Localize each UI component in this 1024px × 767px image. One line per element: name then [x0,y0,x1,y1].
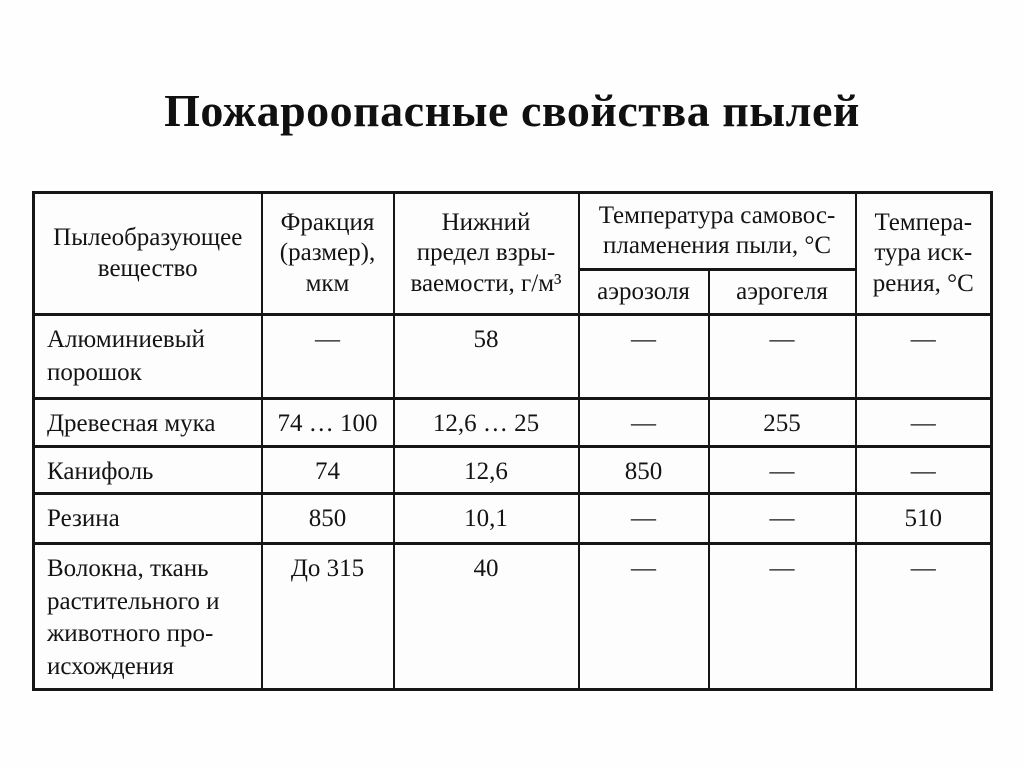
col-header-self-ignition-group: Температура самовос- пламенения пыли, °С [577,191,857,271]
cell-substance: Канифоль [32,444,263,495]
cell-fraction: 850 [260,492,395,545]
cell-aerogel-temp: 255 [707,397,857,448]
cell-spark-temp: — [854,542,993,691]
col-header-aerosol: аэрозоля [577,268,710,316]
col-header-fraction: Фракция (размер), мкм [260,191,395,316]
cell-explosion-limit: 12,6 … 25 [392,397,580,448]
cell-aerosol-temp: 850 [577,444,710,495]
cell-substance: Древесная мука [32,397,263,448]
table-row-rubber: Резина 850 10,1 — — 510 [32,492,993,545]
page-title: Пожароопасные свойства пылей [164,85,860,136]
cell-explosion-limit: 10,1 [392,492,580,545]
col-header-substance: Пылеобразующее вещество [32,191,263,316]
table-row-fibres-fabric: Волокна, ткань растительного и животного… [32,542,993,691]
cell-aerogel-temp: — [707,444,857,495]
table-row-rosin: Канифоль 74 12,6 850 — — [32,444,993,495]
col-header-spark-temperature: Темпера- тура иск- рения, °С [854,191,993,316]
cell-aerosol-temp: — [577,397,710,448]
cell-fraction: — [260,313,395,400]
cell-aerogel-temp: — [707,492,857,545]
cell-aerogel-temp: — [707,313,857,400]
cell-substance: Волокна, ткань растительного и животного… [32,542,263,691]
cell-spark-temp: — [854,444,993,495]
header-row-main: Пылеобразующее вещество Фракция (размер)… [32,191,993,316]
table-row-wood-flour: Древесная мука 74 … 100 12,6 … 25 — 255 … [32,397,993,448]
table-row-aluminium-powder: Алюминиевый порошок — 58 — — — [32,313,993,400]
cell-substance: Алюминиевый порошок [32,313,263,400]
cell-spark-temp: — [854,397,993,448]
cell-aerosol-temp: — [577,542,710,691]
cell-fraction: 74 [260,444,395,495]
cell-spark-temp: 510 [854,492,993,545]
cell-spark-temp: — [854,313,993,400]
dust-properties-table: Пылеобразующее вещество Фракция (размер)… [32,191,994,691]
cell-aerosol-temp: — [577,313,710,400]
col-header-aerogel: аэрогеля [707,268,857,316]
cell-explosion-limit: 58 [392,313,580,400]
col-header-explosion-limit: Нижний предел взры- ваемости, г/м³ [392,191,580,316]
cell-explosion-limit: 40 [392,542,580,691]
cell-substance: Резина [32,492,263,545]
cell-explosion-limit: 12,6 [392,444,580,495]
header-row-sub: аэрозоля аэрогеля [34,268,992,316]
cell-fraction: 74 … 100 [260,397,395,448]
cell-fraction: До 315 [260,542,395,691]
cell-aerosol-temp: — [577,492,710,545]
cell-aerogel-temp: — [707,542,857,691]
table-container: Пылеобразующее вещество Фракция (размер)… [32,191,994,691]
